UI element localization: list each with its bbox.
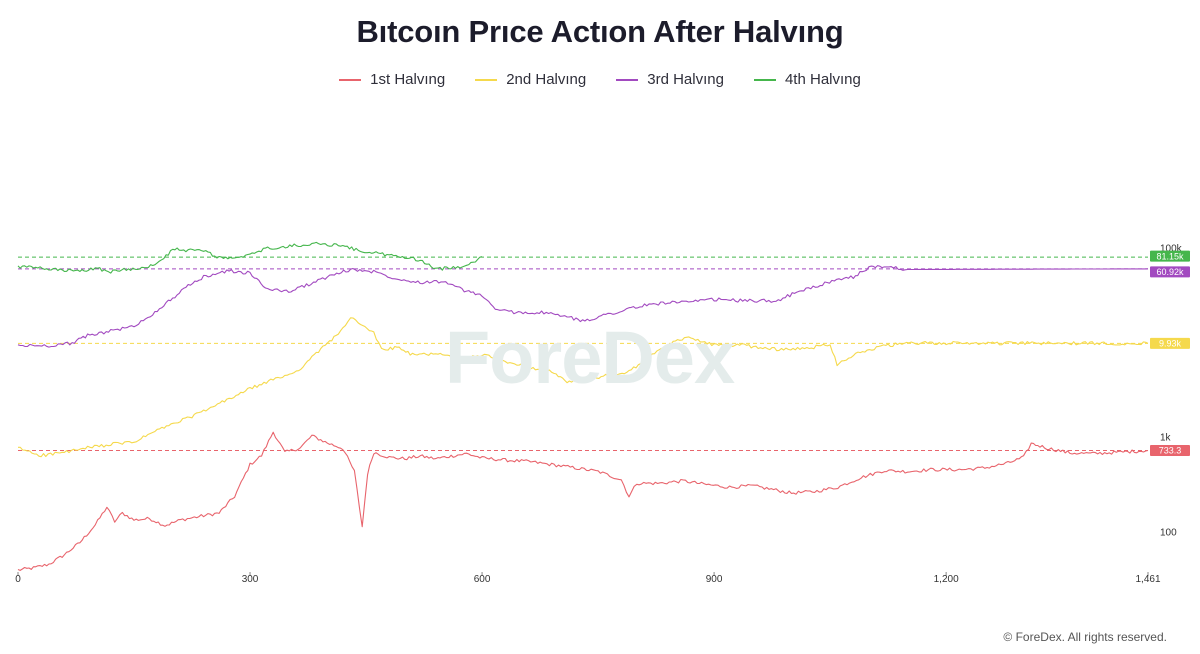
legend: 1st Halvıng 2nd Halvıng 3rd Halvıng 4th … (0, 71, 1200, 88)
watermark: ForeDex (445, 316, 735, 399)
series-line-4 (17, 241, 483, 274)
legend-item-4th-halving[interactable]: 4th Halvıng (753, 71, 861, 88)
last-value-label: 9.93k (1159, 339, 1182, 349)
last-value-badge (1150, 444, 1190, 456)
legend-label: 4th Halvıng (784, 71, 861, 88)
y-tick-label: 1k (1160, 433, 1172, 444)
chart-title: Bıtcoın Prıce Actıon After Halvıng (356, 14, 844, 49)
legend-label: 2nd Halvıng (506, 71, 587, 88)
x-tick-label: 0 (15, 574, 21, 585)
last-value-badge (1150, 337, 1190, 349)
legend-label: 3rd Halvıng (647, 71, 724, 88)
x-tick-label: 900 (706, 574, 723, 585)
y-tick-label: 100k (1160, 243, 1183, 254)
series-lines (17, 241, 1149, 571)
legend-swatch (475, 78, 498, 81)
last-value-badge (1150, 266, 1190, 278)
series-line-2 (18, 317, 1149, 458)
last-value-label: 81.15k (1156, 251, 1184, 261)
x-tick-label: 1,200 (934, 574, 959, 585)
x-axis: 0 300 600 900 1,200 1,461 (15, 572, 1161, 585)
legend-item-2nd-halving[interactable]: 2nd Halvıng (475, 71, 586, 88)
series-line-1 (17, 431, 1149, 571)
legend-item-1st-halving[interactable]: 1st Halvıng (339, 71, 445, 88)
legend-swatch (339, 78, 362, 81)
last-value-badges: 733.3 9.93k 60.92k 81.15k (1150, 250, 1190, 456)
legend-label: 1st Halvıng (370, 71, 446, 88)
copyright-footer: © ForeDex. All rights reserved. (1003, 630, 1167, 644)
x-tick-label: 300 (242, 574, 259, 585)
x-tick-label: 1,461 (1135, 574, 1160, 585)
y-tick-label: 100 (1160, 527, 1177, 538)
last-value-label: 733.3 (1159, 446, 1182, 456)
series-line-3 (17, 265, 1149, 348)
legend-item-3rd-halving[interactable]: 3rd Halvıng (616, 71, 724, 88)
last-value-badge (1150, 250, 1190, 262)
last-value-label: 60.92k (1156, 267, 1184, 277)
legend-swatch (753, 78, 776, 81)
legend-swatch (616, 78, 639, 81)
x-tick-label: 600 (474, 574, 491, 585)
y-axis: 100 1k 100k (1160, 243, 1183, 538)
